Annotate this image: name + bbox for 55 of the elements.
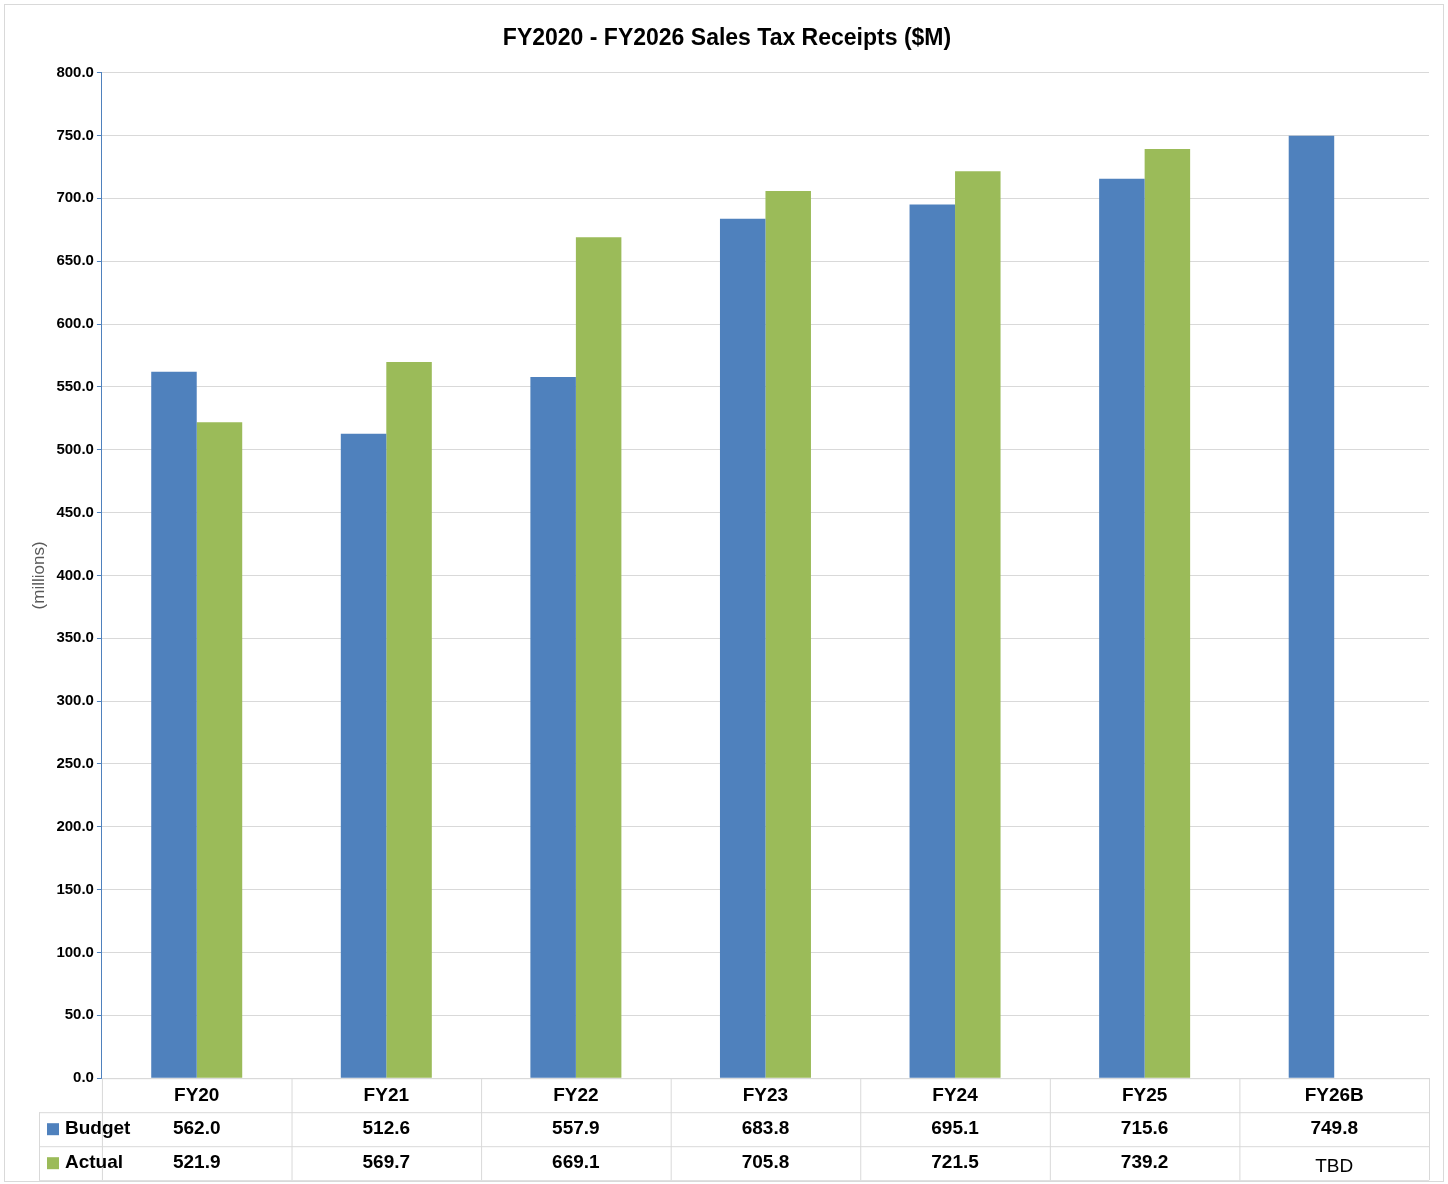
data-label: 569.7 — [362, 1151, 411, 1173]
data-label: 683.8 — [741, 1117, 790, 1139]
y-tick-label: 100.0 — [56, 942, 94, 960]
bar — [1288, 135, 1335, 1078]
legend-label: Actual — [65, 1151, 124, 1173]
x-tick-label: FY25 — [1121, 1083, 1168, 1105]
data-label: 521.9 — [172, 1151, 221, 1173]
data-label: 562.0 — [172, 1117, 221, 1139]
bar — [386, 362, 432, 1078]
bar — [765, 191, 811, 1078]
y-tick-label: 450.0 — [56, 502, 94, 520]
text: TBD — [1315, 1155, 1354, 1177]
data-label: 721.5 — [931, 1151, 980, 1173]
data-label: 739.2 — [1120, 1151, 1169, 1173]
x-tick-label: FY23 — [742, 1083, 789, 1105]
data-label: 715.6 — [1120, 1117, 1169, 1139]
x-tick-label: FY24 — [932, 1083, 979, 1105]
data-label: 557.9 — [552, 1117, 600, 1139]
y-tick-label: 250.0 — [56, 754, 94, 772]
bar — [530, 376, 576, 1078]
legend-label: Budget — [65, 1117, 132, 1139]
bar — [340, 433, 387, 1078]
bar — [196, 422, 243, 1078]
y-tick-label: 750.0 — [56, 125, 94, 143]
x-tick-label: FY21 — [363, 1083, 410, 1105]
y-tick-label: 650.0 — [56, 251, 94, 269]
y-tick-label: 200.0 — [56, 816, 94, 834]
data-label: 749.8 — [1310, 1117, 1358, 1139]
bar — [719, 218, 766, 1078]
x-tick-label: FY22 — [553, 1083, 599, 1105]
y-tick-label: 300.0 — [56, 691, 94, 709]
bar — [1099, 178, 1145, 1078]
y-tick-label: 50.0 — [64, 1005, 94, 1023]
y-axis-title: (millions) — [28, 541, 48, 610]
y-tick-label: 500.0 — [56, 439, 94, 457]
x-tick-label: FY26B — [1304, 1083, 1364, 1105]
data-label: 705.8 — [741, 1151, 790, 1173]
bar — [1144, 149, 1191, 1078]
y-tick-label: 350.0 — [56, 628, 94, 646]
data-label: 695.1 — [931, 1117, 980, 1139]
y-tick-label: 600.0 — [56, 314, 94, 332]
y-tick-label: 550.0 — [56, 376, 94, 394]
y-tick-label: 0.0 — [73, 1068, 94, 1086]
y-tick-label: 150.0 — [56, 879, 94, 897]
y-tick-label: 400.0 — [56, 565, 94, 583]
data-label: 669.1 — [552, 1151, 601, 1173]
y-tick-label: 700.0 — [56, 188, 94, 206]
bar — [151, 371, 197, 1078]
bar — [909, 204, 956, 1078]
x-tick-label: FY20 — [174, 1083, 220, 1105]
y-tick-label: 800.0 — [56, 62, 94, 80]
bar — [955, 171, 1001, 1078]
bar — [575, 237, 622, 1078]
data-label: 512.6 — [362, 1117, 411, 1139]
chart-title: FY2020 - FY2026 Sales Tax Receipts ($M) — [502, 24, 952, 51]
